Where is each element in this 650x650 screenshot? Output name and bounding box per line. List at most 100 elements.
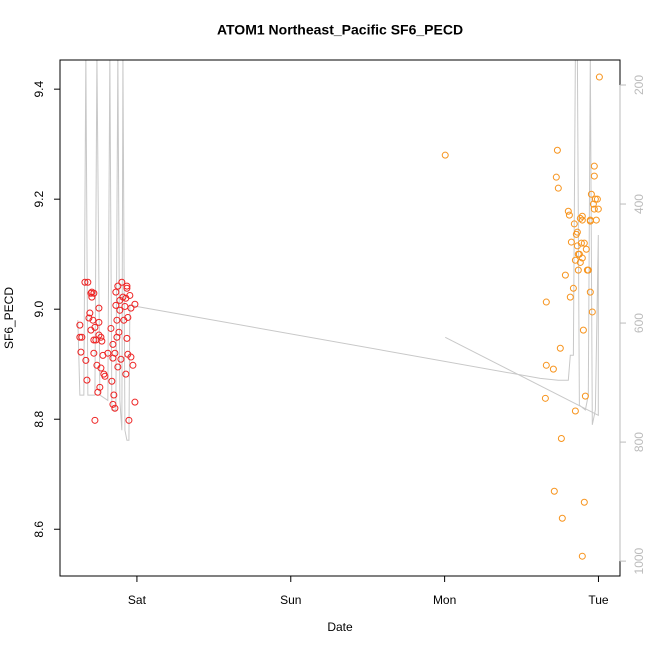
point [78, 333, 86, 341]
x-axis-label: Date [327, 620, 353, 634]
point [95, 304, 103, 312]
y-tick-label: 9.0 [32, 301, 46, 318]
point [541, 394, 549, 402]
point [114, 363, 122, 371]
y2-tick-label: 600 [632, 313, 646, 333]
point [593, 195, 601, 203]
y-tick-label: 9.2 [32, 191, 46, 208]
point [594, 205, 602, 213]
point [88, 293, 96, 301]
point [595, 73, 603, 81]
point [98, 337, 106, 345]
point [96, 383, 104, 391]
point [566, 293, 574, 301]
point [564, 207, 572, 215]
point [89, 316, 97, 324]
point [127, 353, 135, 361]
point [578, 552, 586, 560]
point [114, 282, 122, 290]
point [127, 304, 135, 312]
point [552, 173, 560, 181]
point [554, 184, 562, 192]
x-tick-label: Mon [433, 593, 456, 607]
point [550, 487, 558, 495]
point [441, 151, 449, 159]
plot-area [76, 60, 603, 560]
point [590, 162, 598, 170]
x-tick-label: Tue [588, 593, 609, 607]
line-series [77, 60, 599, 441]
point [576, 214, 584, 222]
point [578, 254, 586, 262]
point [592, 216, 600, 224]
point [578, 212, 586, 220]
point [581, 392, 589, 400]
point [111, 404, 119, 412]
point [125, 416, 133, 424]
point [77, 348, 85, 356]
point [558, 514, 566, 522]
x-tick-label: Sun [280, 593, 301, 607]
point [567, 238, 575, 246]
point [110, 391, 118, 399]
point [542, 361, 550, 369]
point [118, 278, 126, 286]
point [131, 398, 139, 406]
point [122, 370, 130, 378]
point [76, 333, 84, 341]
point [109, 340, 117, 348]
point [97, 333, 105, 341]
point [81, 278, 89, 286]
point [90, 289, 98, 297]
point [124, 313, 132, 321]
point [109, 400, 117, 408]
y2-tick-label: 200 [632, 75, 646, 95]
point [565, 211, 573, 219]
point [95, 331, 103, 339]
y-tick-label: 8.8 [32, 411, 46, 428]
y-tick-label: 8.6 [32, 521, 46, 538]
y2-tick-label: 400 [632, 194, 646, 214]
point [123, 334, 131, 342]
point [112, 301, 120, 309]
point [82, 356, 90, 364]
y-tick-label: 9.4 [32, 80, 46, 97]
point [91, 416, 99, 424]
point [556, 344, 564, 352]
point [591, 195, 599, 203]
chart-title: ATOM1 Northeast_Pacific SF6_PECD [217, 22, 463, 38]
point [113, 316, 121, 324]
point [85, 314, 93, 322]
point [123, 282, 131, 290]
point [578, 216, 586, 224]
point [129, 361, 137, 369]
y2-tick-label: 1000 [632, 547, 646, 574]
point [111, 349, 119, 357]
point [107, 324, 115, 332]
point [576, 258, 584, 266]
point [112, 288, 120, 296]
point [126, 291, 134, 299]
point [90, 336, 98, 344]
y-axis-label: SF6_PECD [2, 287, 16, 349]
point [571, 407, 579, 415]
point [580, 498, 588, 506]
point [86, 309, 94, 317]
point [553, 146, 561, 154]
point [131, 300, 139, 308]
point [569, 284, 577, 292]
point [97, 364, 105, 372]
point [108, 377, 116, 385]
y2-tick-label: 800 [632, 432, 646, 452]
point [561, 271, 569, 279]
point [577, 239, 585, 247]
point [91, 323, 99, 331]
point [84, 278, 92, 286]
point [549, 365, 557, 373]
point [570, 220, 578, 228]
point [542, 298, 550, 306]
point [123, 284, 131, 292]
point [117, 355, 125, 363]
point [579, 326, 587, 334]
